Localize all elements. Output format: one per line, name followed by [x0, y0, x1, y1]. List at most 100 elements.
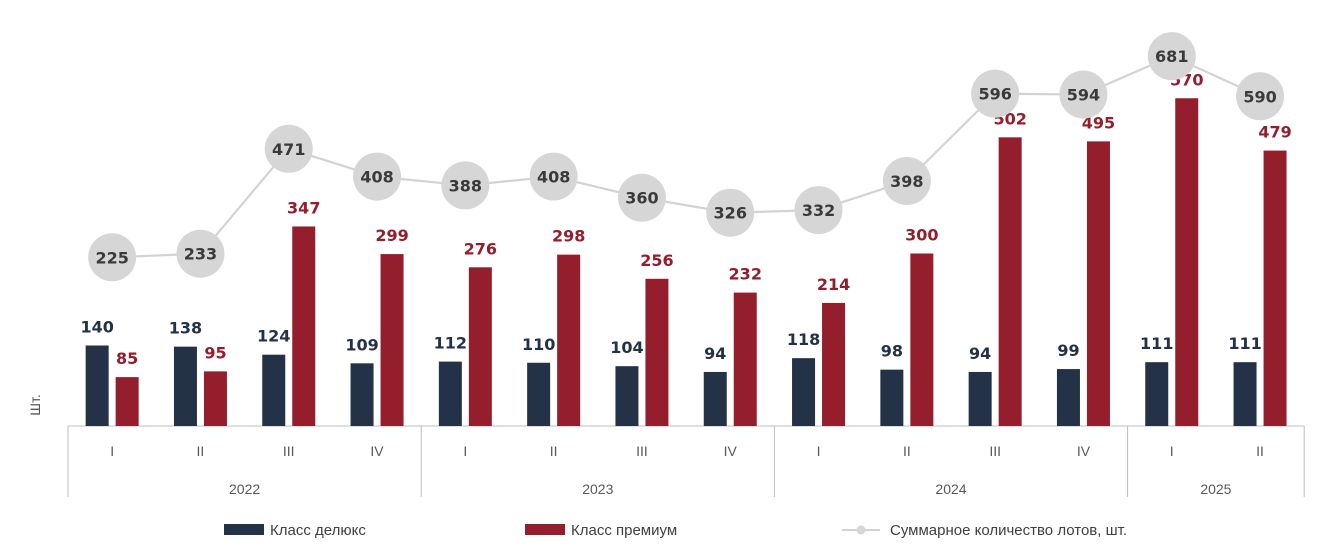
- total-point-marker: [1059, 70, 1108, 119]
- data-label-deluxe: 109: [345, 335, 378, 354]
- total-marker-layer: 225 233 471 408 388 408 360 326 332 398 596 594 681 5…: [88, 32, 1285, 282]
- data-label-premium: 347: [287, 198, 320, 217]
- quarter-tick-label: II: [197, 443, 205, 459]
- data-label-total: 398: [890, 172, 923, 191]
- bar-premium: [557, 254, 581, 426]
- total-point-marker: [617, 173, 666, 222]
- total-point-marker: [176, 229, 225, 278]
- data-label-total: 596: [978, 85, 1011, 104]
- bar-premium: [645, 278, 669, 426]
- data-label-total: 388: [449, 176, 482, 195]
- data-label-premium: 300: [905, 226, 938, 245]
- total-point-marker: [353, 152, 402, 201]
- data-label-deluxe: 94: [969, 344, 991, 363]
- bar-premium: [1263, 150, 1287, 426]
- data-label-total: 408: [537, 168, 570, 187]
- total-point-marker: [264, 124, 313, 173]
- quarter-tick-label: I: [463, 443, 467, 459]
- bar-premium: [733, 292, 757, 426]
- data-label-deluxe: 94: [704, 344, 726, 363]
- bar-premium: [468, 267, 492, 426]
- quarter-tick-label: IV: [724, 443, 738, 459]
- total-point-marker: [1236, 72, 1285, 121]
- bar-deluxe: [527, 362, 551, 426]
- bar-premium: [1086, 141, 1110, 426]
- data-label-premium: 299: [375, 226, 408, 245]
- bar-deluxe: [615, 366, 639, 426]
- total-point-marker: [882, 156, 931, 205]
- total-point-marker: [1147, 32, 1196, 81]
- legend-swatch-total-marker: [856, 525, 866, 535]
- legend-swatch-premium: [525, 524, 565, 535]
- data-label-deluxe: 99: [1057, 341, 1079, 360]
- total-point-marker: [794, 186, 843, 235]
- data-label-total: 332: [802, 201, 835, 220]
- quarter-tick-label: II: [903, 443, 911, 459]
- data-label-total: 408: [360, 168, 393, 187]
- year-label: 2025: [1200, 481, 1231, 497]
- bar-premium: [115, 377, 139, 426]
- year-label: 2022: [229, 481, 260, 497]
- data-label-premium: 495: [1082, 113, 1115, 132]
- bar-deluxe: [85, 345, 109, 426]
- data-label-premium: 95: [204, 343, 226, 362]
- data-label-total: 594: [1067, 86, 1100, 105]
- bar-deluxe: [1145, 362, 1169, 426]
- bar-deluxe: [968, 371, 992, 426]
- data-label-total: 471: [272, 140, 305, 159]
- legend-label-deluxe: Класс делюкс: [270, 522, 366, 539]
- quarter-tick-label: III: [636, 443, 648, 459]
- bar-premium: [822, 302, 846, 426]
- bar-premium: [910, 253, 934, 426]
- bar-deluxe: [350, 363, 374, 426]
- total-point-marker: [88, 233, 137, 282]
- y-axis-label: Шт.: [27, 394, 43, 416]
- data-label-deluxe: 111: [1140, 334, 1173, 353]
- data-label-deluxe: 118: [787, 330, 820, 349]
- data-label-deluxe: 138: [169, 319, 202, 338]
- total-point-marker: [529, 152, 578, 201]
- bar-deluxe: [703, 371, 727, 426]
- bar-deluxe: [1233, 362, 1257, 426]
- quarter-tick-label: III: [283, 443, 295, 459]
- data-label-deluxe: 140: [80, 318, 113, 337]
- bar-deluxe: [438, 361, 462, 426]
- data-label-deluxe: 98: [881, 342, 903, 361]
- data-label-total: 233: [184, 245, 217, 264]
- quarter-tick-label: I: [110, 443, 114, 459]
- data-label-premium: 214: [817, 275, 850, 294]
- bar-premium: [380, 254, 404, 426]
- bar-premium: [1175, 98, 1199, 426]
- data-label-premium: 298: [552, 227, 585, 246]
- bar-premium: [203, 371, 227, 426]
- quarter-tick-label: IV: [370, 443, 384, 459]
- data-label-total: 326: [714, 204, 747, 223]
- data-label-total: 360: [625, 189, 658, 208]
- year-label: 2024: [935, 481, 966, 497]
- data-label-premium: 232: [729, 265, 762, 284]
- data-label-premium: 85: [116, 349, 138, 368]
- bar-premium: [998, 137, 1022, 426]
- legend-swatch-deluxe: [224, 524, 264, 535]
- data-label-premium: 276: [464, 239, 497, 258]
- data-label-premium: 256: [640, 251, 673, 270]
- bar-deluxe: [792, 358, 816, 426]
- bar-deluxe: [262, 354, 286, 426]
- data-label-total: 225: [95, 248, 128, 267]
- bar-deluxe: [173, 346, 197, 426]
- data-label-deluxe: 104: [610, 338, 643, 357]
- data-label-deluxe: 110: [522, 335, 555, 354]
- legend-label-premium: Класс премиум: [571, 522, 677, 539]
- quarter-tick-label: III: [989, 443, 1001, 459]
- quarter-tick-label: I: [1170, 443, 1174, 459]
- legend-label-total: Суммарное количество лотов, шт.: [890, 522, 1127, 539]
- year-label: 2023: [582, 481, 613, 497]
- data-label-deluxe: 112: [434, 334, 467, 353]
- quarter-tick-label: II: [550, 443, 558, 459]
- bar-deluxe: [1056, 369, 1080, 426]
- data-label-total: 681: [1155, 47, 1188, 66]
- quarter-tick-label: I: [817, 443, 821, 459]
